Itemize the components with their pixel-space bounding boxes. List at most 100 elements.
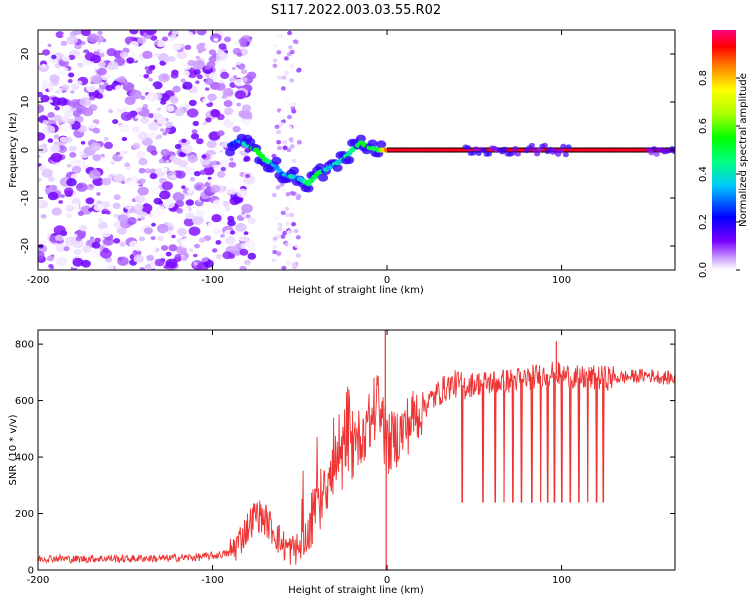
noise-blob: [120, 111, 133, 121]
noise-blob: [284, 212, 290, 218]
noise-blob: [202, 257, 209, 262]
noise-blob: [47, 176, 55, 182]
noise-blob: [158, 73, 170, 83]
noise-blob: [145, 69, 153, 75]
colorbar-ticks: 0.0 0.2 0.4 0.6 0.8: [698, 70, 740, 278]
noise-blob: [69, 145, 77, 152]
noise-blob: [82, 107, 94, 117]
noise-blob: [245, 174, 251, 178]
noise-blob: [202, 121, 208, 126]
noise-blob: [287, 125, 293, 130]
noise-blob: [289, 49, 295, 55]
noise-blob: [99, 249, 112, 259]
tail-blob: [531, 147, 538, 153]
noise-blob: [175, 44, 182, 49]
tail-blob: [653, 151, 660, 157]
noise-blob: [210, 154, 220, 162]
noise-blob: [93, 168, 98, 172]
noise-blob: [241, 203, 253, 214]
noise-blob: [55, 163, 61, 167]
noise-blob: [138, 157, 148, 166]
noise-blob: [289, 78, 295, 83]
noise-blob: [239, 265, 247, 270]
noise-blob: [196, 30, 207, 36]
snr-panel: -200 -100 0 100 0 200 400 600 800 Height of stra…: [8, 329, 676, 596]
noise-blob: [137, 186, 149, 196]
noise-blob: [243, 259, 251, 266]
colorbar-tick-label: 0.8: [698, 70, 709, 86]
noise-blob: [90, 236, 95, 240]
noise-blob: [117, 103, 126, 110]
noise-blob: [72, 233, 78, 238]
noise-blob: [124, 162, 131, 168]
noise-blob: [278, 33, 284, 39]
noise-blob: [295, 253, 301, 258]
noise-blob: [277, 145, 282, 151]
noise-blob: [165, 121, 173, 129]
noise-blob: [277, 227, 283, 232]
noise-blob: [178, 30, 185, 33]
noise-blob: [149, 173, 158, 180]
noise-blob: [169, 95, 178, 103]
noise-blob: [72, 110, 81, 118]
noise-blob: [100, 227, 112, 238]
noise-blob: [47, 43, 52, 48]
noise-blob: [243, 231, 249, 236]
tail-blob: [486, 151, 493, 157]
noise-blob: [173, 157, 182, 166]
noise-blob: [54, 234, 64, 242]
noise-blob: [145, 85, 156, 93]
noise-blob: [292, 30, 298, 35]
noise-blob: [296, 139, 302, 145]
noise-blob: [223, 100, 233, 107]
noise-blob: [239, 150, 244, 155]
noise-blob: [160, 245, 169, 251]
x-tick-label: 100: [552, 275, 571, 286]
noise-blob: [193, 253, 198, 258]
y-tick-label: 0: [28, 566, 34, 577]
noise-blob: [151, 222, 156, 227]
noise-blob: [164, 128, 171, 133]
noise-blob: [61, 55, 70, 62]
noise-blob: [113, 194, 121, 201]
noise-blob: [276, 129, 282, 135]
noise-blob: [65, 213, 73, 219]
noise-blob: [53, 114, 62, 122]
noise-blob: [41, 63, 47, 68]
noise-blob: [195, 184, 202, 190]
noise-blob: [39, 240, 46, 245]
noise-blob: [280, 188, 286, 193]
noise-blob: [143, 74, 150, 79]
noise-blob: [282, 230, 288, 236]
noise-blob: [240, 69, 248, 75]
noise-blob: [272, 43, 278, 48]
noise-blob: [196, 138, 204, 145]
noise-blob: [234, 78, 244, 87]
noise-blob: [140, 116, 150, 124]
noise-blob: [145, 30, 157, 36]
noise-blob: [182, 81, 193, 90]
noise-blob: [152, 81, 163, 90]
noise-blob: [146, 92, 159, 102]
noise-blob: [171, 234, 176, 239]
noise-blob: [292, 44, 297, 49]
noise-blob: [224, 206, 231, 212]
noise-blob: [91, 249, 103, 258]
noise-blob: [165, 160, 170, 164]
noise-blob: [88, 169, 101, 180]
ridge-halo: [344, 156, 355, 164]
noise-blob: [148, 121, 160, 131]
noise-blob: [82, 245, 92, 253]
noise-blob: [140, 95, 146, 100]
tail-blob: [565, 144, 572, 150]
noise-blob: [148, 65, 156, 71]
noise-blob: [181, 138, 187, 143]
noise-blob: [64, 111, 73, 118]
noise-blob: [215, 253, 223, 260]
noise-blob: [141, 203, 153, 213]
snr-plot-area: [38, 330, 675, 570]
noise-blob: [105, 210, 111, 215]
noise-blob: [94, 237, 101, 243]
noise-blob: [138, 167, 146, 174]
